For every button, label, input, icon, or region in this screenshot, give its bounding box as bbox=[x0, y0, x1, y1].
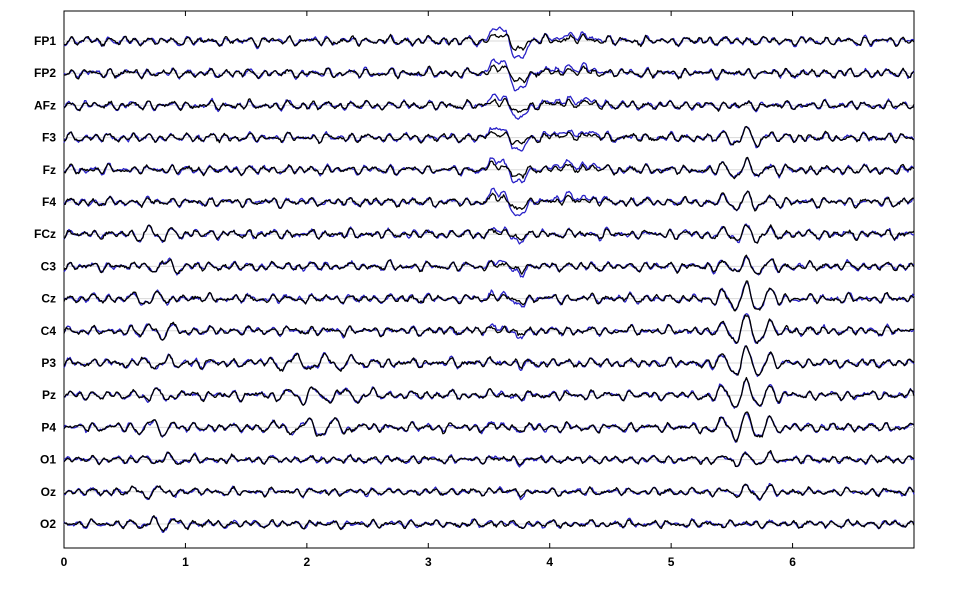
trace-black-pz bbox=[63, 376, 915, 408]
x-tick-label: 2 bbox=[304, 555, 311, 569]
channel-label-p3: P3 bbox=[41, 356, 56, 370]
channel-label-fcz: FCz bbox=[34, 227, 56, 241]
channel-lanes: FP1 FP2 AFz F3 Fz F4 FCz C3 Cz C4 P3 Pz P4 O1 Oz O2 bbox=[34, 34, 914, 531]
trace-black-f3 bbox=[63, 125, 915, 148]
channel-label-o1: O1 bbox=[40, 453, 56, 467]
trace-blue-c4 bbox=[63, 313, 915, 344]
trace-black-p3 bbox=[63, 345, 915, 377]
trace-black-o1 bbox=[63, 449, 915, 468]
trace-black-fcz bbox=[63, 224, 915, 244]
channel-label-p4: P4 bbox=[41, 420, 56, 434]
x-tick-label: 3 bbox=[425, 555, 432, 569]
trace-black-fz bbox=[63, 156, 915, 180]
channel-label-fp1: FP1 bbox=[34, 34, 56, 48]
trace-black-c3 bbox=[63, 254, 915, 275]
trace-black-p4 bbox=[63, 411, 915, 443]
trace-black-cz bbox=[63, 280, 915, 312]
x-tick-label: 5 bbox=[668, 555, 675, 569]
channel-label-fp2: FP2 bbox=[34, 66, 56, 80]
trace-blue-fp1 bbox=[63, 26, 915, 59]
channel-label-f3: F3 bbox=[42, 131, 56, 145]
trace-black-oz bbox=[63, 483, 915, 500]
plot-frame bbox=[63, 10, 915, 549]
channel-label-o2: O2 bbox=[40, 517, 56, 531]
channel-label-cz: Cz bbox=[41, 292, 56, 306]
x-tick-label: 4 bbox=[546, 555, 553, 569]
trace-black-c4 bbox=[63, 314, 915, 345]
x-axis: 0 1 2 3 4 5 6 bbox=[61, 11, 796, 569]
x-tick-label: 6 bbox=[789, 555, 796, 569]
channel-label-fz: Fz bbox=[43, 163, 56, 177]
trace-black-fp1 bbox=[63, 33, 915, 51]
trace-black-o2 bbox=[63, 515, 915, 533]
x-tick-label: 1 bbox=[182, 555, 189, 569]
trace-blue-fp2 bbox=[63, 58, 915, 92]
trace-black-fp2 bbox=[63, 64, 915, 84]
trace-black-f4 bbox=[63, 190, 915, 212]
trace-black-afz bbox=[63, 97, 915, 113]
eeg-traces bbox=[63, 26, 915, 533]
x-tick-label: 0 bbox=[61, 555, 68, 569]
channel-label-c4: C4 bbox=[41, 324, 57, 338]
channel-label-c3: C3 bbox=[41, 259, 57, 273]
channel-label-oz: Oz bbox=[41, 485, 56, 499]
channel-label-afz: AFz bbox=[34, 98, 56, 112]
channel-label-f4: F4 bbox=[42, 195, 56, 209]
channel-label-pz: Pz bbox=[42, 388, 56, 402]
